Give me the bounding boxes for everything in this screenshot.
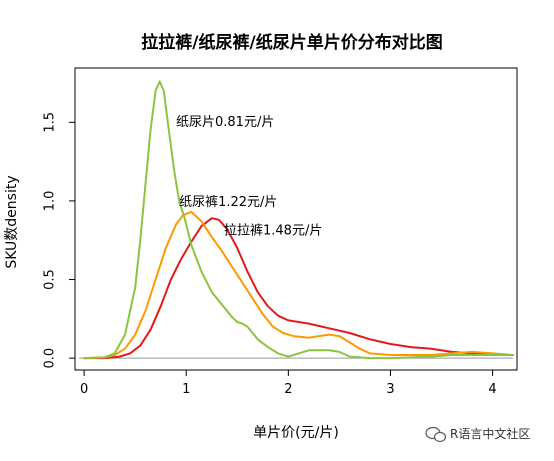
y-tick-label: 0.0 (43, 348, 58, 369)
x-tick-label: 4 (488, 382, 496, 397)
series-line-diapers (83, 210, 514, 360)
series-line-pads (83, 80, 514, 360)
annotation-pants: 拉拉裤1.48元/片 (224, 223, 322, 238)
plot-area: 0 1 2 3 4 0.0 0.5 1.0 1.5 纸尿片0.81元/片纸尿裤1.22元/片拉拉裤… (43, 67, 518, 397)
x-tick-label: 0 (80, 382, 88, 397)
annotation-diapers: 纸尿裤1.22元/片 (179, 195, 277, 210)
chart-title: 拉拉裤/纸尿裤/纸尿片单片价分布对比图 (141, 32, 442, 53)
y-tick-label: 1.5 (43, 112, 58, 133)
x-tick-label: 2 (284, 382, 292, 397)
wechat-icon (425, 426, 447, 443)
x-tick-label: 3 (386, 382, 394, 397)
x-tick-label: 1 (182, 382, 190, 397)
y-axis-label: SKU数density (4, 175, 20, 268)
y-tick-label: 1.0 (43, 191, 58, 212)
plot-frame (74, 67, 518, 371)
x-axis-label: 单片价(元/片) (253, 425, 339, 441)
annotation-pads: 纸尿片0.81元/片 (176, 115, 274, 130)
watermark: R语言中文社区 (425, 426, 530, 443)
series-line-pants (83, 217, 514, 360)
watermark-text: R语言中文社区 (450, 426, 530, 441)
y-tick-label: 0.5 (43, 269, 58, 290)
